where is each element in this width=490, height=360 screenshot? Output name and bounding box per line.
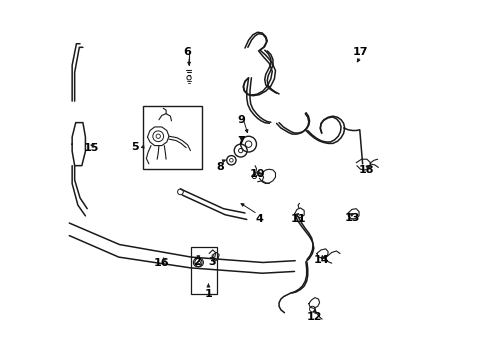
Text: 18: 18 [359, 165, 375, 175]
Text: 7: 7 [238, 136, 245, 146]
Bar [143, 106, 202, 168]
Text: 15: 15 [84, 143, 99, 153]
Bar [191, 247, 217, 294]
Text: 6: 6 [184, 46, 192, 57]
Text: 3: 3 [208, 257, 216, 267]
Text: 10: 10 [249, 168, 265, 179]
Text: 17: 17 [353, 46, 368, 57]
Text: 2: 2 [193, 257, 200, 267]
Text: 1: 1 [204, 289, 212, 299]
Text: 14: 14 [314, 255, 330, 265]
Text: 16: 16 [154, 258, 170, 268]
Text: 12: 12 [307, 312, 322, 322]
Text: 9: 9 [238, 115, 245, 125]
Text: 11: 11 [290, 214, 306, 224]
Text: 13: 13 [345, 213, 360, 222]
Text: 8: 8 [216, 162, 224, 172]
Text: 5: 5 [131, 142, 138, 152]
Text: 4: 4 [255, 214, 263, 224]
